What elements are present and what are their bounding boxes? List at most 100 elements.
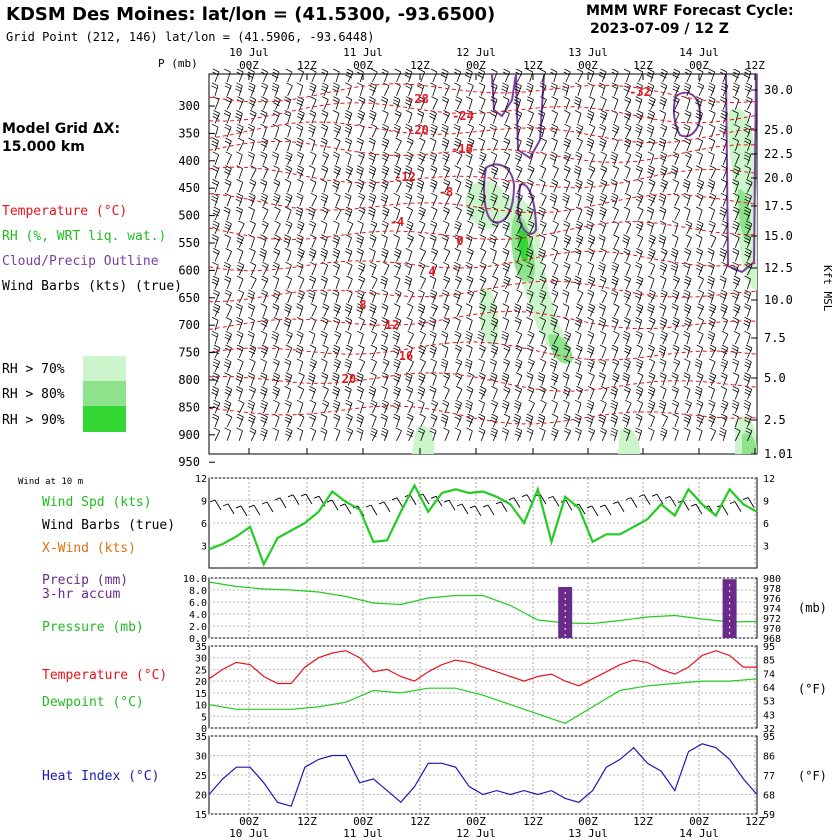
wind-barb [418,96,426,110]
temperature-contour-label: 8 [359,298,366,312]
rh-area [412,426,435,454]
wind-barb [660,330,668,345]
wind-barb [624,123,632,138]
wind-barb [490,82,498,96]
wind-barb [659,220,667,234]
wind-barb [393,358,401,372]
surface-wind-barb [651,493,664,505]
surface-wind-barb [365,504,378,516]
wind-barb [745,427,753,441]
wind-barb [588,386,595,400]
wind-barb [430,303,438,317]
wind-barb [478,165,486,179]
surface-wind-barb [508,497,521,508]
wind-barb [732,179,740,193]
top-hour-label: 12Z [297,59,317,72]
wind-barb [574,399,582,414]
wind-barb [479,248,487,262]
wind-barb [333,275,340,290]
wind-barb [491,289,498,303]
wind-barb [370,358,377,372]
wind-barb [527,358,535,372]
wind-barb [502,220,510,234]
y2-tick-label: 32 [763,724,775,735]
wind-barb [368,96,376,110]
wind-barb [344,386,352,400]
wind-barb [406,220,414,234]
wind-barb [296,137,304,152]
wind-barb [539,261,547,276]
wind-barb [249,220,256,234]
wind-barb [660,386,667,400]
wind-barb [526,82,534,96]
wind-barb [442,261,450,276]
wind-barb [429,275,437,290]
wind-barb [478,427,486,441]
wind-barb [370,220,378,234]
wind-barb [417,82,425,96]
wind-barb [465,399,473,414]
wind-barb [574,413,582,428]
wind-barb [333,220,340,234]
wind-barb [322,386,329,400]
wind-barb [600,399,607,414]
wind-barb [490,427,498,441]
wind-barb [283,234,291,248]
wind-barb [296,427,304,441]
wind-barb [381,220,389,234]
wind-barb [212,413,220,428]
wind-barb [610,413,618,428]
wind-barb [599,192,608,207]
wind-barb [527,165,535,179]
wind-barb [345,344,353,359]
wind-barb [708,206,716,221]
wind-barb [284,358,292,372]
wind-barb [624,151,632,165]
surface-wind-barb [235,505,248,517]
wind-barb [745,179,753,193]
wind-barb [683,372,691,386]
wind-barb [515,206,523,221]
wind-barb [660,123,668,138]
surface-wind-barb [612,501,625,512]
wind-barb [539,179,546,193]
wind-barb [660,248,668,262]
wind-barb [320,220,328,234]
y2-tick-label: 12 [763,474,775,485]
surface-wind-barb [378,501,391,513]
wind-barb [660,165,668,179]
wind-barb [528,399,535,414]
wind-barb [345,413,353,428]
wind-barb [684,275,692,290]
wind-barb [357,110,366,124]
wind-barb [405,110,413,124]
wind-barb [490,165,499,179]
pressure-tick-label: 900 [178,428,200,442]
wind-barb [309,151,317,165]
wind-barb [526,123,534,138]
wind-barb [720,179,728,193]
surface-wind-barb [495,501,508,513]
wind-barb [696,372,704,386]
wind-barb [635,123,643,138]
cycle-label-line2: 2023-07-09 / 12 Z [590,21,729,37]
wind-barb [404,68,413,83]
wind-barb [443,82,450,96]
wind-barb [212,248,220,262]
wind-barb [539,427,546,441]
wind-barb [455,303,463,317]
wind-barb [550,275,559,290]
wind-barb [684,151,692,165]
wind-barb [260,192,268,207]
wind-barb [648,248,656,262]
wind-barb [720,110,728,124]
y-tick-label: 0 [201,724,207,735]
wind-barb [502,358,510,372]
wind-barb [356,68,364,83]
rh80-swatch [83,381,126,406]
wind-barb [732,372,740,386]
wind-barb [274,206,281,221]
wind-barb [745,96,753,110]
wind-barb [550,386,558,400]
wind-barb [260,303,268,317]
